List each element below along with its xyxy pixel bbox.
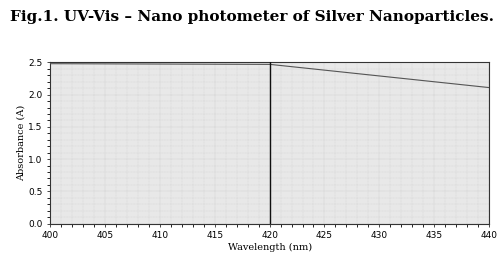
Text: Fig.1. UV-Vis – Nano photometer of Silver Nanoparticles.: Fig.1. UV-Vis – Nano photometer of Silve… bbox=[10, 10, 494, 24]
Y-axis label: Absorbance (A): Absorbance (A) bbox=[17, 105, 26, 181]
X-axis label: Wavelength (nm): Wavelength (nm) bbox=[228, 243, 311, 252]
